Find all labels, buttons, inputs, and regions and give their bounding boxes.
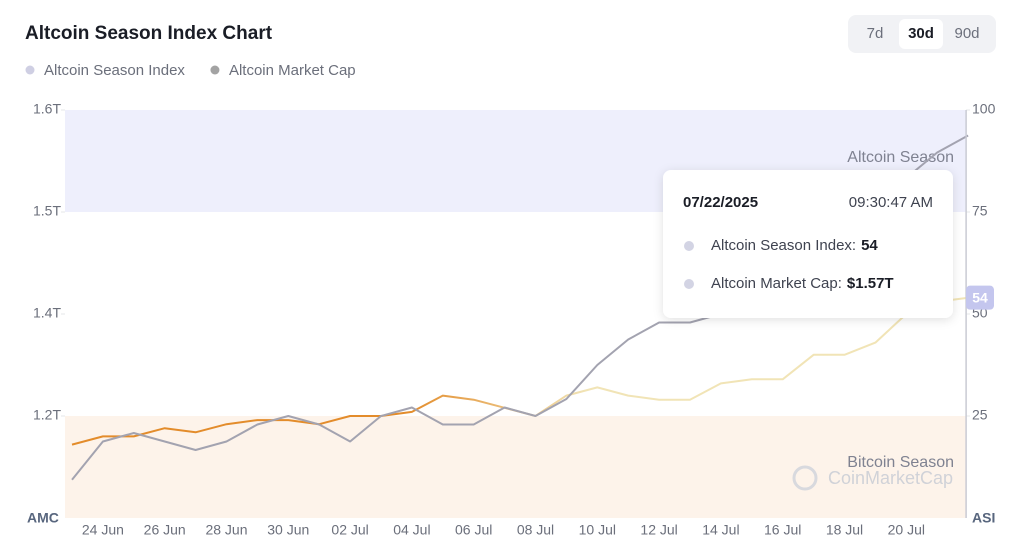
tooltip-value: 54: [861, 237, 878, 254]
x-tick-label: 10 Jul: [579, 522, 616, 538]
range-label[interactable]: 7d: [867, 25, 884, 42]
tooltip-label: Altcoin Market Cap:: [711, 275, 842, 292]
tooltip-box: [663, 170, 953, 318]
y2-tick-label: 75: [972, 203, 988, 219]
y-tick-label: 1.2T: [33, 407, 61, 423]
x-tick-label: 30 Jun: [267, 522, 309, 538]
y2-axis-title: ASI: [972, 510, 995, 526]
value-badge: [966, 285, 994, 310]
watermark: CoinMarketCap: [828, 468, 953, 488]
zone-label: Altcoin Season: [847, 149, 954, 166]
legend-label: Altcoin Market Cap: [229, 62, 356, 79]
chart-title: Altcoin Season Index Chart: [25, 23, 273, 44]
range-label[interactable]: 90d: [954, 25, 979, 42]
x-tick-label: 06 Jul: [455, 522, 492, 538]
x-tick-label: 04 Jul: [393, 522, 430, 538]
range-label[interactable]: 30d: [908, 25, 934, 42]
x-tick-label: 14 Jul: [702, 522, 739, 538]
x-tick-label: 26 Jun: [144, 522, 186, 538]
x-tick-label: 16 Jul: [764, 522, 801, 538]
y-tick-label: 1.4T: [33, 305, 61, 321]
x-tick-label: 08 Jul: [517, 522, 554, 538]
y-tick-label: 1.6T: [33, 101, 61, 117]
tooltip-dot: [684, 279, 694, 289]
y-tick-label: 1.5T: [33, 203, 61, 219]
legend-dot: [25, 65, 35, 75]
x-tick-label: 20 Jul: [888, 522, 925, 538]
tooltip-value: $1.57T: [847, 275, 894, 292]
tooltip-label: Altcoin Season Index:: [711, 237, 856, 254]
tooltip-dot: [684, 241, 694, 251]
x-tick-label: 24 Jun: [82, 522, 124, 538]
range-button[interactable]: [899, 19, 943, 49]
tooltip-date: 07/22/2025: [683, 194, 758, 211]
y2-tick-label: 100: [972, 101, 996, 117]
legend-dot: [210, 65, 220, 75]
y-axis-title: AMC: [27, 510, 59, 526]
x-tick-label: 18 Jul: [826, 522, 863, 538]
y2-tick-label: 25: [972, 407, 988, 423]
x-tick-label: 12 Jul: [640, 522, 677, 538]
value-badge-label: 54: [972, 289, 988, 305]
zone-label: Bitcoin Season: [847, 454, 954, 471]
legend-label: Altcoin Season Index: [44, 62, 185, 79]
tooltip-time: 09:30:47 AM: [849, 194, 933, 211]
zone-band: [65, 416, 966, 518]
x-tick-label: 02 Jul: [331, 522, 368, 538]
x-tick-label: 28 Jun: [205, 522, 247, 538]
watermark-logo: [792, 465, 818, 491]
